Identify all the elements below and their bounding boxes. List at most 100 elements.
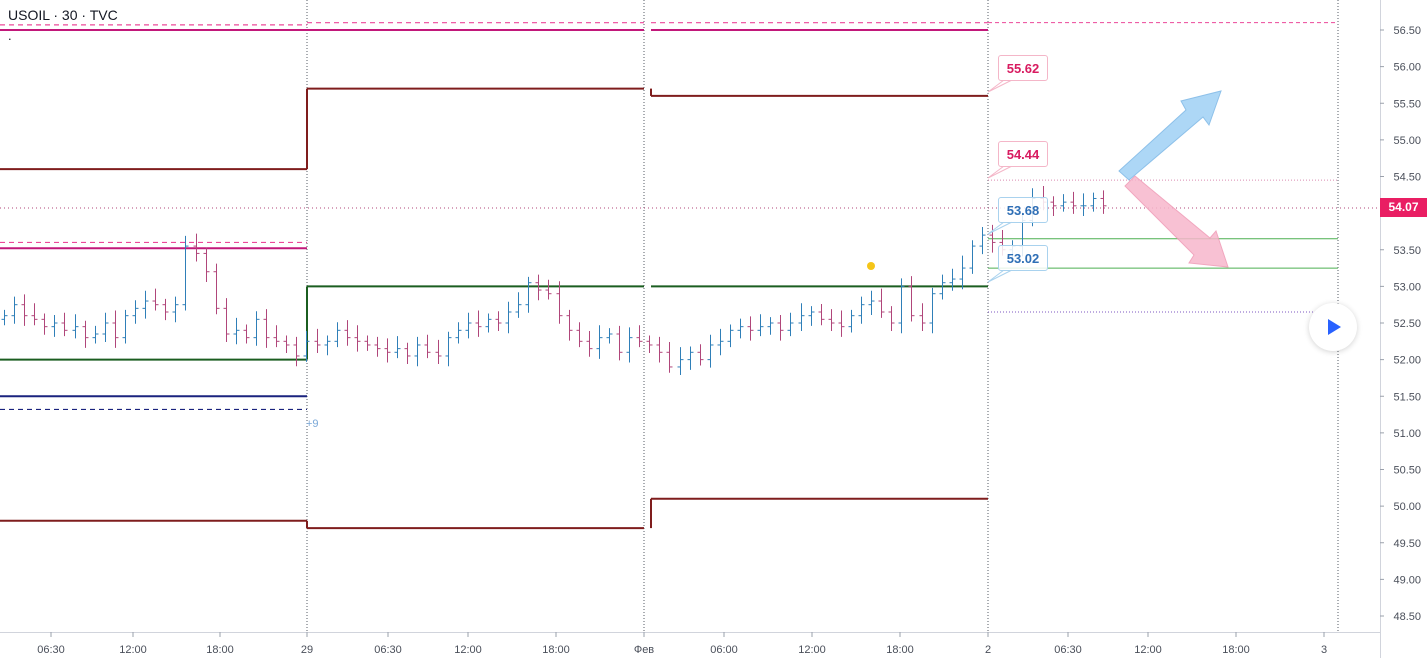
price-bar [394, 336, 401, 359]
price-bar [273, 325, 280, 348]
x-tick-label: 18:00 [542, 644, 570, 656]
price-bar [1060, 194, 1067, 212]
price-axis-bg [1380, 0, 1427, 658]
price-bar [253, 311, 260, 346]
price-bar [314, 328, 321, 354]
price-bar [485, 313, 492, 333]
price-bar [142, 290, 149, 319]
price-bar [535, 274, 542, 301]
x-tick-label: 06:30 [1054, 644, 1082, 656]
replay-play-button[interactable] [1309, 303, 1357, 351]
price-bar [707, 334, 714, 368]
price-bar [424, 334, 431, 359]
price-bar [213, 263, 220, 315]
price-bar [1080, 193, 1087, 217]
y-tick-label: 52.00 [1393, 355, 1421, 367]
price-bar [525, 276, 532, 313]
price-bar [737, 318, 744, 339]
day-separators [306, 0, 1339, 632]
target-badge-1[interactable]: 55.62 [998, 55, 1048, 81]
price-bar [757, 314, 764, 337]
price-bar [31, 303, 38, 326]
price-bar [858, 296, 865, 324]
price-bar [233, 317, 240, 345]
price-bar [969, 240, 976, 274]
price-bar [979, 227, 986, 255]
price-bar [566, 309, 573, 341]
price-bar [324, 335, 331, 356]
price-bar [767, 317, 774, 335]
price-bar [687, 346, 694, 370]
y-tick-label: 50.50 [1393, 465, 1421, 477]
x-tick-label: 12:00 [1134, 644, 1162, 656]
price-bar [72, 314, 79, 339]
price-bar [586, 331, 593, 357]
price-bar [949, 268, 956, 291]
price-bar [747, 316, 754, 341]
price-bar [697, 344, 704, 366]
price-bar [1070, 191, 1077, 214]
price-bar [798, 303, 805, 332]
y-tick-label: 53.50 [1393, 245, 1421, 257]
price-bar [223, 298, 230, 343]
symbol-title: USOIL · 30 · TVC [8, 7, 118, 23]
price-bar [596, 325, 603, 359]
price-bar [677, 347, 684, 376]
up-arrow-icon[interactable] [1118, 90, 1222, 181]
price-bar [1090, 192, 1097, 212]
y-tick-label: 56.00 [1393, 62, 1421, 74]
x-tick-label: 12:00 [798, 644, 826, 656]
direction-arrows [1118, 90, 1229, 268]
price-bar [344, 320, 351, 346]
x-tick-label: 18:00 [206, 644, 234, 656]
y-tick-label: 51.50 [1393, 391, 1421, 403]
event-dot[interactable] [867, 262, 875, 270]
y-tick-label: 51.00 [1393, 428, 1421, 440]
x-tick-label: 2 [985, 644, 991, 656]
y-tick-label: 53.00 [1393, 281, 1421, 293]
price-bar [21, 294, 28, 326]
target-badge-2[interactable]: 54.44 [998, 141, 1048, 167]
price-bar [364, 335, 371, 351]
price-bar [545, 279, 552, 300]
price-bar [818, 303, 825, 326]
hidden-bars-marker[interactable]: +9 [306, 418, 319, 430]
price-bar [475, 310, 482, 337]
y-tick-label: 56.50 [1393, 25, 1421, 37]
x-tick-label: 18:00 [1222, 644, 1250, 656]
price-bar [293, 336, 300, 367]
support-badge-2[interactable]: 53.02 [998, 245, 1048, 271]
price-bar [152, 288, 159, 311]
y-tick-label: 49.00 [1393, 574, 1421, 586]
price-bar [263, 309, 270, 348]
price-bar [908, 276, 915, 322]
price-bar [646, 335, 653, 354]
play-icon [1328, 319, 1341, 335]
price-bar [243, 324, 250, 344]
price-bar [41, 313, 48, 335]
x-tick-label: Фев [634, 644, 654, 656]
price-bar [374, 336, 381, 357]
price-bar [455, 322, 462, 344]
price-bar [787, 312, 794, 337]
y-tick-label: 55.00 [1393, 135, 1421, 147]
price-bar [11, 296, 18, 324]
price-bar [172, 296, 179, 323]
price-bar [182, 235, 189, 311]
price-bar [656, 336, 663, 363]
price-bar [515, 292, 522, 318]
price-bar [666, 342, 673, 373]
y-tick-label: 54.50 [1393, 172, 1421, 184]
price-bar [465, 312, 472, 339]
support-badge-1[interactable]: 53.68 [998, 197, 1048, 223]
price-bar [838, 310, 845, 337]
price-bar [414, 336, 421, 367]
down-arrow-icon[interactable] [1124, 175, 1229, 268]
price-bar [626, 327, 633, 363]
price-bar [919, 303, 926, 332]
price-bar [82, 320, 89, 348]
price-bar [777, 314, 784, 341]
price-bar [878, 288, 885, 318]
